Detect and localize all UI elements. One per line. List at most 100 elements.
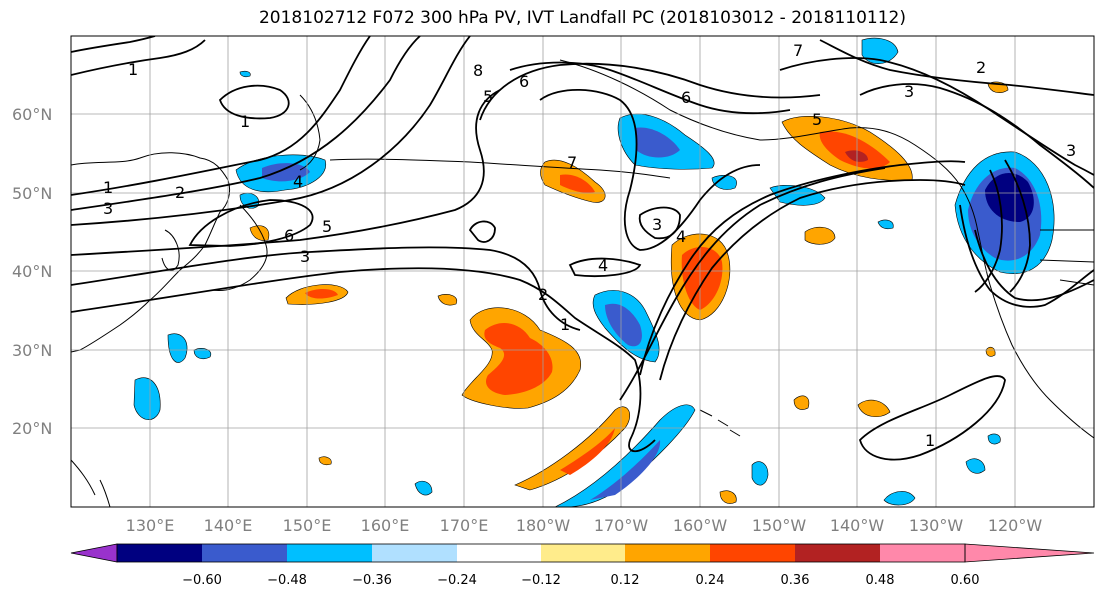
colorbar-tick-label: −0.48 [267, 573, 307, 588]
lon-label: 160°E [361, 516, 410, 535]
contour-line [659, 179, 966, 381]
positive-anomaly-j [985, 346, 996, 357]
longitude-labels: 130°E 140°E 150°E 160°E 170°E 180°W 170°… [126, 516, 1043, 535]
contour-label: 4 [293, 172, 303, 191]
contour-line [71, 89, 501, 256]
contour-line [71, 39, 206, 76]
contour-line [974, 229, 1094, 302]
negative-anomaly-cp-core [605, 303, 642, 347]
negative-anomaly-g [877, 219, 894, 230]
contour-line [974, 169, 1003, 293]
contour-line [71, 36, 421, 211]
contour-layer [71, 36, 1094, 461]
contour-line [509, 61, 791, 115]
colorbar-outline [116, 543, 966, 563]
negative-anomaly-b1 [711, 175, 737, 190]
contour-label: 2 [538, 285, 548, 304]
contour-label: 3 [300, 247, 310, 266]
contour-line [859, 83, 1094, 189]
negative-anomaly-c [751, 461, 769, 486]
contour-line [1004, 159, 1031, 293]
contour-label: 3 [1066, 141, 1076, 160]
lon-label: 130°E [126, 516, 175, 535]
contour-label: 5 [322, 217, 332, 236]
contour-label: 5 [812, 110, 822, 129]
lon-label: 120°W [988, 516, 1043, 535]
lon-label: 130°W [909, 516, 964, 535]
contour-label: 1 [103, 178, 113, 197]
positive-anomaly-gulf-core [819, 131, 890, 169]
negative-anomaly-streak [554, 404, 696, 507]
lon-label: 170°W [594, 516, 649, 535]
contour-line [539, 88, 761, 251]
philippines-coast [71, 459, 111, 507]
positive-anomaly-d [804, 226, 836, 245]
colorbar-segment [202, 544, 287, 562]
contour-label: 2 [976, 58, 986, 77]
negative-anomaly-pnw-core [985, 172, 1034, 222]
colorbar-tick-label: 0.36 [781, 573, 810, 588]
contour-label: 6 [519, 72, 529, 91]
positive-anomaly-cp-core [681, 246, 723, 310]
negative-anomaly-h [239, 70, 251, 78]
colorbar-tick-label: 0.60 [951, 573, 980, 588]
positive-anomaly-i [318, 456, 332, 466]
contour-line [479, 62, 821, 121]
positive-anomaly-f [793, 395, 810, 410]
graticule [71, 36, 1094, 507]
contour-line [71, 36, 371, 196]
contour-label: 4 [598, 256, 608, 275]
colorbar-segment [880, 544, 965, 562]
coastlines [71, 59, 1094, 507]
lon-label: 140°E [204, 516, 253, 535]
contour-line [639, 160, 966, 376]
negative-anomaly-sw3 [193, 348, 212, 360]
negative-anomaly-alaska-core [635, 127, 680, 158]
contour-label: 3 [103, 199, 113, 218]
positive-anomaly-bering-core [560, 174, 595, 193]
lon-label: 180°W [516, 516, 571, 535]
contour-labels: 1 1 2 3 4 5 6 6 7 8 5 3 4 2 1 4 3 5 6 7 … [103, 41, 1076, 450]
contour-label: 7 [793, 41, 803, 60]
negative-anomaly-e [883, 491, 916, 506]
positive-anomaly-streak-core [560, 428, 615, 475]
colorbar-tick-label: 0.12 [611, 573, 640, 588]
japan-coast [211, 204, 268, 291]
contour-line [858, 375, 1006, 461]
hawaii-islands [699, 409, 741, 437]
colorbar: −0.60 −0.48 −0.36 −0.24 −0.12 0.12 0.24 … [70, 543, 1095, 588]
lat-label: 20°N [12, 419, 52, 438]
colorbar-tick-label: −0.12 [521, 573, 561, 588]
contour-line [71, 36, 471, 226]
negative-anomaly-f [414, 480, 433, 496]
pv-shading-layer [133, 37, 1055, 507]
contour-label: 3 [652, 215, 662, 234]
colorbar-tick-label: −0.24 [437, 573, 477, 588]
lat-label: 60°N [12, 105, 52, 124]
lon-label: 170°E [440, 516, 489, 535]
contour-line [218, 84, 290, 120]
contour-label: 1 [560, 315, 570, 334]
positive-anomaly-b [249, 225, 270, 241]
positive-anomaly-e [857, 399, 891, 418]
contour-label: 8 [473, 61, 483, 80]
positive-anomaly-a-core [305, 289, 338, 299]
positive-anomaly-g [719, 490, 737, 504]
lon-label: 150°W [752, 516, 807, 535]
colorbar-tick-label: 0.24 [696, 573, 725, 588]
contour-label: 4 [676, 227, 686, 246]
lon-label: 140°W [830, 516, 885, 535]
contour-line [638, 206, 681, 240]
contour-line [71, 36, 156, 53]
colorbar-segment [710, 544, 795, 562]
lat-label: 30°N [12, 341, 52, 360]
contour-line [959, 204, 1094, 308]
negative-anomaly-sw1 [133, 377, 161, 420]
contour-label: 7 [567, 153, 577, 172]
contour-line [619, 167, 886, 401]
contour-line [468, 220, 496, 243]
colorbar-tick-label: −0.60 [182, 573, 222, 588]
positive-anomaly-central-core [484, 323, 553, 395]
colorbar-extend-low [70, 543, 118, 563]
